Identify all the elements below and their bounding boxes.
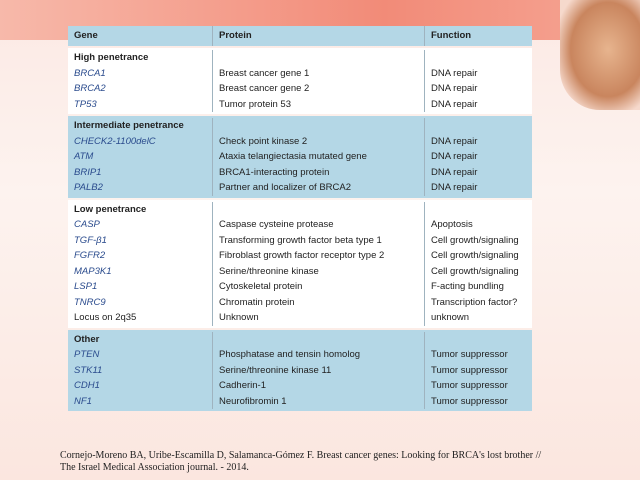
column: Intermediate penetrance CHECK2-1100delC AT…: [68, 118, 212, 196]
column: High penetrance BRCA1 BRCA2 TP53: [68, 50, 212, 112]
protein: Unknown: [219, 312, 259, 323]
spacer: [213, 202, 424, 218]
gene: PALB2: [74, 182, 103, 193]
group: Low penetrance CASP TGF-β1 FGFR2 MAP3K1 LSP1 T…: [68, 199, 532, 328]
table: Gene Protein Function High penetrance BRCA1 B…: [68, 26, 532, 413]
group: High penetrance BRCA1 BRCA2 TP53 Breast can…: [68, 48, 532, 114]
protein: Check point kinase 2: [219, 135, 308, 147]
function: DNA repair: [431, 166, 478, 178]
protein: Phosphatase and tensin homolog: [219, 349, 361, 360]
gene: ATM: [74, 151, 94, 162]
header-cell: Function: [424, 26, 532, 46]
column: Caspase cysteine protease Transforming gr…: [212, 201, 424, 326]
function: unknown: [431, 312, 470, 323]
group: Other PTEN STK11 CDH1 NF1 Phosphatase and te…: [68, 329, 532, 411]
function: F-acting bundling: [431, 281, 504, 292]
column: DNA repair DNA repair DNA repair: [424, 50, 532, 112]
citation-line: Cornejo-Moreno BA, Uribe-Escamilla D, Sa…: [60, 450, 542, 461]
group-title: Low penetrance: [74, 203, 147, 215]
function: Tumor suppressor: [431, 364, 508, 376]
header-row: Gene Protein Function: [68, 26, 532, 46]
header-cell: Protein: [212, 26, 424, 46]
gene: BRCA1: [74, 67, 106, 79]
function: Tumor suppressor: [431, 380, 508, 391]
gene: TGF-β1: [74, 234, 107, 246]
protein: Fibroblast growth factor receptor type 2: [219, 250, 385, 261]
citation-line: The Israel Medical Association journal. …: [60, 462, 249, 473]
protein: Breast cancer gene 2: [219, 83, 310, 94]
gene: TNRC9: [74, 296, 106, 308]
function: DNA repair: [431, 83, 478, 94]
protein: Tumor protein 53: [219, 98, 291, 110]
protein: Cytoskeletal protein: [219, 281, 303, 292]
function: Transcription factor?: [431, 296, 518, 308]
group-title: Intermediate penetrance: [74, 120, 184, 131]
gene: CDH1: [74, 380, 100, 391]
function: Cell growth/signaling: [431, 250, 519, 261]
citation: Cornejo-Moreno BA, Uribe-Escamilla D, Sa…: [60, 450, 541, 474]
gene: STK11: [74, 364, 103, 376]
gene: TP53: [74, 98, 97, 110]
function: DNA repair: [431, 98, 478, 110]
column: Apoptosis Cell growth/signaling Cell growt…: [424, 201, 532, 326]
function: Cell growth/signaling: [431, 265, 519, 277]
gene: BRCA2: [74, 83, 106, 94]
gene: CHECK2-1100delC: [74, 135, 156, 147]
function: Tumor suppressor: [431, 395, 508, 407]
function: DNA repair: [431, 67, 478, 79]
protein: Chromatin protein: [219, 296, 295, 308]
column: Low penetrance CASP TGF-β1 FGFR2 MAP3K1 LSP1 T…: [68, 202, 212, 326]
gene: NF1: [74, 395, 92, 407]
gene: PTEN: [74, 349, 100, 360]
gene: Locus on 2q35: [74, 312, 137, 323]
protein: Serine/threonine kinase: [219, 265, 319, 277]
column: Other PTEN STK11 CDH1 NF1: [68, 332, 212, 410]
gene: FGFR2: [74, 250, 106, 261]
function: DNA repair: [431, 135, 478, 147]
header-cell: Gene: [74, 30, 98, 41]
function: Apoptosis: [431, 219, 473, 230]
spacer: [425, 332, 532, 348]
function: DNA repair: [431, 182, 478, 193]
function: DNA repair: [431, 151, 478, 162]
spacer: [425, 118, 532, 134]
spacer: [213, 332, 424, 348]
gene: CASP: [74, 219, 100, 230]
gene: MAP3K1: [74, 265, 112, 277]
spacer: [213, 118, 424, 134]
spacer: [425, 202, 532, 218]
protein: Partner and localizer of BRCA2: [219, 182, 352, 193]
function: Tumor suppressor: [431, 349, 508, 360]
column: Tumor suppressor Tumor suppressor Tumor su…: [424, 331, 532, 409]
group-title: Other: [74, 333, 100, 345]
protein: Caspase cysteine protease: [219, 219, 334, 230]
protein: Cadherin-1: [219, 380, 266, 391]
protein: Transforming growth factor beta type 1: [219, 234, 382, 246]
protein: Serine/threonine kinase 11: [219, 364, 332, 376]
function: Cell growth/signaling: [431, 234, 519, 246]
protein: Neurofibromin 1: [219, 395, 287, 407]
spacer: [425, 50, 532, 66]
column: Check point kinase 2 Ataxia telangiectasi…: [212, 118, 424, 196]
gene: BRIP1: [74, 166, 102, 178]
spacer: [213, 50, 424, 66]
group: Intermediate penetrance CHECK2-1100delC AT…: [68, 116, 532, 198]
protein: BRCA1-interacting protein: [219, 166, 330, 178]
column: Breast cancer gene 1 Breast cancer gene 2…: [212, 50, 424, 112]
group-title: High penetrance: [74, 52, 149, 63]
gene: LSP1: [74, 281, 98, 292]
column: DNA repair DNA repair DNA repair DNA repair: [424, 118, 532, 196]
protein: Ataxia telangiectasia mutated gene: [219, 151, 367, 162]
photo: [560, 0, 640, 110]
protein: Breast cancer gene 1: [219, 67, 310, 79]
column: Phosphatase and tensin homolog Serine/thr…: [212, 331, 424, 409]
